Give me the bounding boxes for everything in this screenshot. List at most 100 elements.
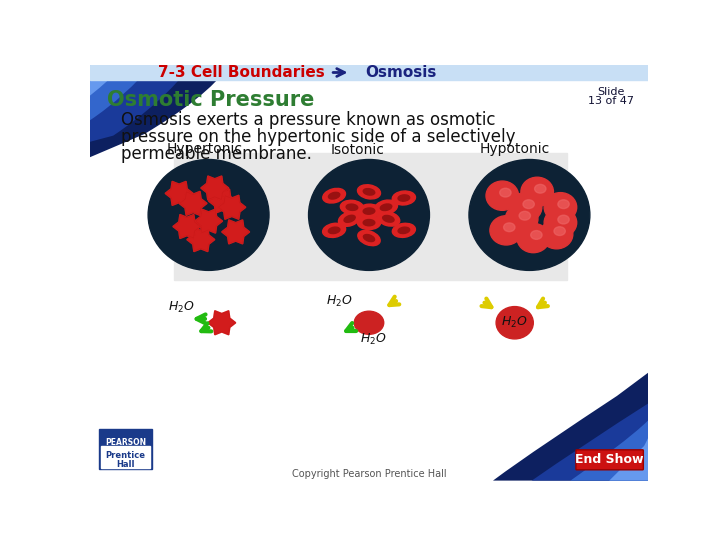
PathPatch shape (90, 65, 230, 157)
Polygon shape (194, 209, 222, 233)
Ellipse shape (309, 159, 429, 271)
PathPatch shape (90, 65, 191, 142)
Polygon shape (222, 220, 250, 244)
Ellipse shape (383, 215, 394, 222)
Bar (101, 446, 150, 468)
Ellipse shape (509, 193, 542, 222)
Ellipse shape (519, 211, 531, 220)
Polygon shape (187, 227, 215, 252)
Ellipse shape (358, 231, 380, 246)
Text: PEARSON: PEARSON (105, 437, 146, 447)
Ellipse shape (505, 204, 538, 233)
Text: Hypotonic: Hypotonic (480, 143, 550, 157)
PathPatch shape (90, 65, 125, 96)
Text: Osmosis exerts a pressure known as osmotic: Osmosis exerts a pressure known as osmot… (121, 111, 495, 129)
Text: Slide: Slide (597, 87, 624, 97)
Ellipse shape (328, 227, 340, 234)
Bar (90, 65, 648, 80)
Polygon shape (201, 176, 229, 200)
Ellipse shape (486, 181, 518, 210)
Polygon shape (218, 195, 246, 219)
Polygon shape (222, 220, 250, 244)
Polygon shape (209, 189, 236, 213)
Text: Copyright Pearson Prentice Hall: Copyright Pearson Prentice Hall (292, 469, 446, 480)
FancyBboxPatch shape (576, 450, 644, 470)
Text: Osmosis: Osmosis (365, 65, 436, 80)
Ellipse shape (500, 188, 511, 197)
Ellipse shape (346, 204, 358, 211)
Bar (99, 429, 152, 469)
Ellipse shape (540, 220, 573, 249)
Ellipse shape (341, 200, 364, 214)
Bar (174, 153, 567, 280)
Polygon shape (201, 176, 229, 200)
Ellipse shape (328, 192, 340, 199)
Ellipse shape (554, 227, 565, 235)
Ellipse shape (380, 204, 392, 211)
Ellipse shape (558, 200, 570, 208)
Polygon shape (208, 310, 235, 335)
Text: Hall: Hall (117, 460, 135, 469)
Ellipse shape (377, 212, 400, 226)
Text: $H_2O$: $H_2O$ (501, 315, 528, 330)
Ellipse shape (392, 224, 415, 238)
Polygon shape (208, 310, 235, 335)
Ellipse shape (398, 227, 410, 233)
PathPatch shape (90, 65, 152, 120)
Ellipse shape (357, 215, 381, 230)
Ellipse shape (338, 211, 361, 226)
Polygon shape (165, 181, 193, 205)
Polygon shape (194, 209, 222, 233)
Ellipse shape (374, 200, 397, 214)
Text: Isotonic: Isotonic (330, 143, 384, 157)
Polygon shape (173, 214, 201, 239)
Ellipse shape (363, 208, 375, 214)
Ellipse shape (517, 224, 549, 253)
Text: permeable membrane.: permeable membrane. (121, 145, 312, 163)
Polygon shape (165, 181, 193, 205)
Text: Osmotic Pressure: Osmotic Pressure (107, 90, 315, 110)
Ellipse shape (558, 215, 570, 224)
Ellipse shape (503, 223, 515, 232)
Text: $H_2O$: $H_2O$ (168, 300, 195, 315)
Ellipse shape (521, 177, 554, 206)
Text: Prentice: Prentice (106, 451, 145, 461)
Text: $H_2O$: $H_2O$ (359, 332, 386, 347)
Polygon shape (179, 191, 207, 215)
Ellipse shape (544, 208, 577, 237)
Ellipse shape (354, 311, 384, 334)
Text: $H_2O$: $H_2O$ (326, 294, 353, 309)
Ellipse shape (364, 234, 374, 241)
Polygon shape (209, 189, 236, 213)
Ellipse shape (398, 195, 410, 201)
Ellipse shape (357, 204, 381, 218)
Text: Hypertonic: Hypertonic (167, 143, 243, 157)
Polygon shape (173, 214, 201, 239)
PathPatch shape (493, 373, 648, 481)
Ellipse shape (534, 184, 546, 193)
Polygon shape (179, 191, 207, 215)
Ellipse shape (363, 220, 375, 226)
Polygon shape (218, 195, 246, 219)
Text: 7-3 Cell Boundaries: 7-3 Cell Boundaries (158, 65, 325, 80)
Ellipse shape (544, 193, 577, 222)
PathPatch shape (609, 438, 648, 481)
PathPatch shape (532, 403, 648, 481)
Text: pressure on the hypertonic side of a selectively: pressure on the hypertonic side of a sel… (121, 128, 516, 146)
Ellipse shape (496, 307, 534, 339)
PathPatch shape (570, 421, 648, 481)
Ellipse shape (323, 188, 346, 203)
Text: 13 of 47: 13 of 47 (588, 96, 634, 106)
Polygon shape (187, 227, 215, 252)
Text: End Show: End Show (575, 453, 644, 467)
Ellipse shape (344, 215, 355, 222)
Ellipse shape (392, 191, 415, 205)
Ellipse shape (469, 159, 590, 271)
Ellipse shape (531, 231, 542, 239)
Ellipse shape (523, 200, 534, 208)
Ellipse shape (148, 159, 269, 271)
Ellipse shape (364, 188, 374, 195)
Ellipse shape (490, 215, 523, 245)
Ellipse shape (323, 223, 346, 238)
Ellipse shape (358, 185, 380, 199)
